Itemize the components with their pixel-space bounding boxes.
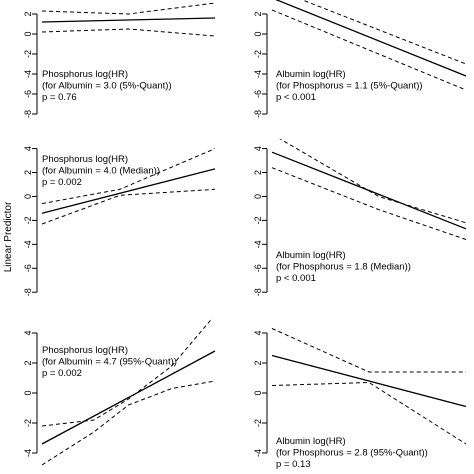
estimate-line [41,17,216,23]
y-tick-label: 0 [23,194,33,199]
y-tick-label: 4 [253,330,263,335]
annotation-line: p = 0.002 [42,177,82,188]
y-tick-label: -6 [253,264,263,272]
y-tick-label: 4 [23,330,33,335]
y-tick-label: -2 [253,50,263,58]
y-tick-label: -6 [23,90,33,98]
ci-line [41,2,216,15]
ci-line [279,139,467,224]
y-tick-label: -8 [23,288,33,296]
y-tick-label: -6 [23,264,33,272]
y-tick-label: -4 [23,240,33,248]
y-tick-label: 2 [23,11,33,16]
annotation-line: (for Albumin = 3.0 (5%-Quant)) [42,81,172,92]
y-tick-label: 2 [23,170,33,175]
ci-line [271,328,466,373]
annotation-line: p = 0.76 [42,92,77,103]
ci-line [271,381,467,445]
annotation-line: Phosphorus log(HR) [42,154,128,165]
annotation-line: Phosphorus log(HR) [42,69,128,80]
panel-right-3: -4 -2 0 2 4 Albumin log(HR)(for Phosphorus = … [253,328,467,470]
annotation-line: Phosphorus log(HR) [42,345,128,356]
annotation-line: (for Albumin = 4.7 (95%-Quant)) [42,357,177,368]
ci-line [41,28,216,37]
annotation-line: (for Phosphorus = 2.8 (95%-Quant)) [276,448,428,459]
y-tick-label: 2 [23,360,33,365]
y-tick-label: 0 [253,31,263,36]
annotation-line: (for Albumin = 4.0 (Median)) [42,166,160,177]
y-tick-label: -2 [253,419,263,427]
panel-left-2: -8 -6 -4 -2 0 2 4 Phosphorus log(HR)(for Albumi… [23,146,216,296]
estimate-line [275,0,467,77]
y-tick-label: -4 [253,70,263,78]
y-tick-label: 2 [253,11,263,16]
panel-left-3: -4 -2 0 2 4 Phosphorus log(HR)(for Albumin = … [23,318,216,466]
y-tick-label: 0 [253,194,263,199]
y-tick-label: -8 [23,110,33,118]
ci-line [41,380,216,466]
annotation-line: p = 0.002 [42,368,82,379]
annotation-line: Albumin log(HR) [276,436,346,447]
y-axis-label: Linear Predictor [3,201,14,272]
y-tick-label: 0 [253,390,263,395]
panel-right-1: -8 -6 -4 -2 0 2 Albumin log(HR)(for Phosphorus… [253,0,467,118]
y-tick-label: 0 [23,31,33,36]
y-tick-label: -4 [253,240,263,248]
y-tick-label: -2 [23,216,33,224]
y-tick-label: 2 [253,360,263,365]
panel-left-1: -8 -6 -4 -2 0 2 Phosphorus log(HR)(for Albumin… [23,2,216,118]
estimate-line [41,168,216,214]
estimate-line [271,354,467,408]
y-tick-label: -8 [253,110,263,118]
annotation-line: p < 0.001 [276,92,316,103]
annotation-line: Albumin log(HR) [276,250,346,261]
y-tick-label: -4 [253,449,263,457]
ci-line [271,167,467,240]
annotation-line: (for Phosphorus = 1.8 (Median)) [276,262,411,273]
annotation-line: p < 0.001 [276,273,316,284]
estimate-line [41,350,216,445]
annotation-line: (for Phosphorus = 1.1 (5%-Quant)) [276,81,423,92]
annotation-line: Albumin log(HR) [276,69,346,80]
y-tick-label: -8 [253,288,263,296]
y-tick-label: -2 [23,419,33,427]
y-tick-label: -2 [23,50,33,58]
y-tick-label: 4 [253,146,263,151]
y-tick-label: 4 [23,146,33,151]
y-tick-label: 2 [253,170,263,175]
ci-line [41,148,216,205]
y-tick-label: -4 [23,70,33,78]
y-tick-label: -6 [253,90,263,98]
y-tick-label: -4 [23,449,33,457]
ci-line [41,318,214,427]
annotation-line: p = 0.13 [276,459,311,470]
y-tick-label: 0 [23,390,33,395]
y-tick-label: -2 [253,216,263,224]
panel-right-2: -8 -6 -4 -2 0 2 4 Albumin log(HR)(for Phosphoru… [253,139,467,296]
